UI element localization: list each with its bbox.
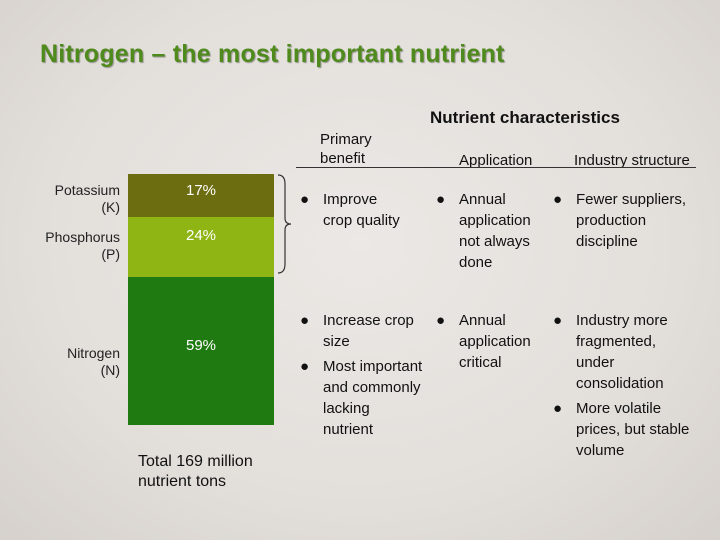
cell-application: Annual application critical <box>459 312 531 371</box>
cell-industry-structure: Fewer suppliers, production discipline <box>576 191 687 250</box>
header-industry-structure: Industry structure <box>574 152 690 169</box>
cell-application: Annual application not always done <box>459 191 531 271</box>
bullet-icon: ● <box>553 191 563 208</box>
header-primary-benefit: Primary benefit <box>320 131 372 167</box>
cell-industry-structure: Industry more fragmented, under consolid… <box>576 312 668 392</box>
bullet-icon: ● <box>300 312 310 329</box>
bar-segment-1: 17% <box>128 174 274 217</box>
bar-segment-percent: 24% <box>185 227 217 244</box>
cell-primary-benefit: Improve crop quality <box>323 191 400 229</box>
cell-primary-benefit: Increase crop size <box>323 312 414 350</box>
bar-segment-2: 24% <box>128 217 274 277</box>
potassium-phosphorus-brace <box>276 174 296 274</box>
bar-segment-3: 59% <box>128 277 274 425</box>
bullet-icon: ● <box>300 191 310 208</box>
bullet-icon: ● <box>300 358 310 375</box>
nutrient-label: Phosphorus (P) <box>45 229 120 262</box>
cell-primary-benefit: Most important and commonly lacking nutr… <box>323 358 423 438</box>
total-nutrient-tons: Total 169 million nutrient tons <box>138 453 253 490</box>
section-title: Nutrient characteristics <box>430 108 620 127</box>
nutrient-label: Nitrogen (N) <box>67 345 120 378</box>
bar-segment-percent: 59% <box>185 337 217 354</box>
bar-segment-percent: 17% <box>185 182 217 199</box>
nutrient-label: Potassium (K) <box>54 182 120 215</box>
bullet-icon: ● <box>436 312 446 329</box>
header-divider <box>296 167 696 168</box>
bullet-icon: ● <box>436 191 446 208</box>
bullet-icon: ● <box>553 312 563 329</box>
cell-industry-structure: More volatile prices, but stable volume <box>576 400 690 459</box>
bullet-icon: ● <box>553 400 563 417</box>
header-application: Application <box>459 152 533 169</box>
page-title: Nitrogen – the most important nutrient <box>40 40 505 68</box>
